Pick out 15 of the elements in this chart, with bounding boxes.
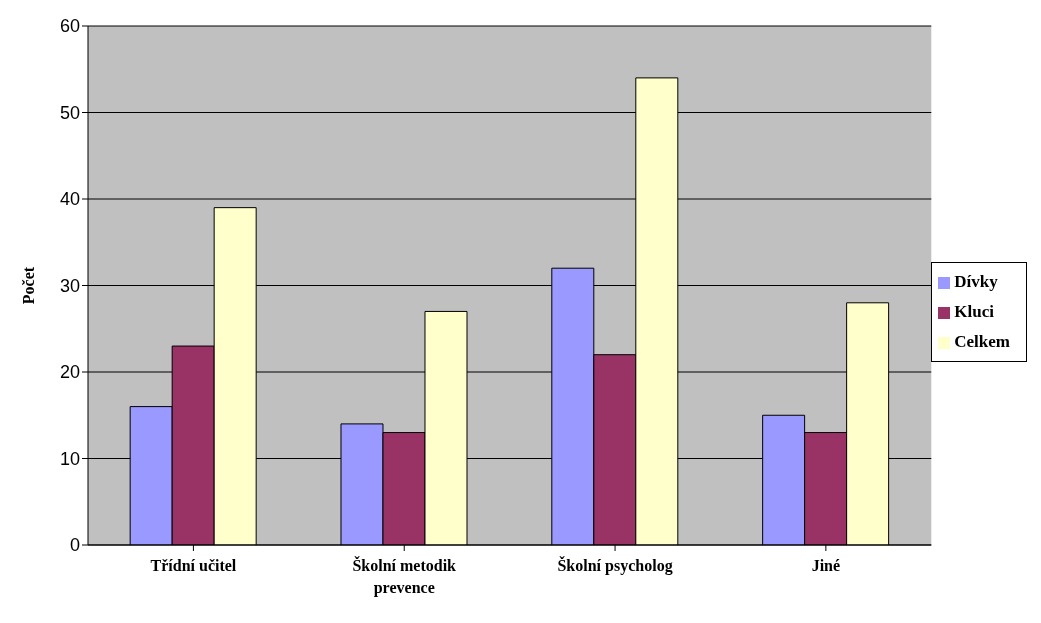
y-tick-label: 40 <box>59 189 80 210</box>
y-axis-title: Počet <box>19 266 37 305</box>
x-tick-label: Jiné <box>811 557 841 574</box>
legend-label: Kluci <box>954 301 994 321</box>
x-tick-label: Školní metodik prevence <box>352 556 457 597</box>
y-tick-label: 0 <box>69 535 80 556</box>
y-tick-label: 50 <box>59 102 80 123</box>
y-tick-label: 10 <box>59 448 80 469</box>
x-tick-label: Třídní učitel <box>150 557 237 574</box>
legend-label: Celkem <box>954 331 1010 351</box>
x-tick-label: Školní psycholog <box>557 556 673 575</box>
y-tick-label: 30 <box>59 275 80 296</box>
y-tick-label: 60 <box>59 16 80 37</box>
legend-label: Dívky <box>954 271 998 291</box>
y-tick-label: 20 <box>59 362 80 383</box>
